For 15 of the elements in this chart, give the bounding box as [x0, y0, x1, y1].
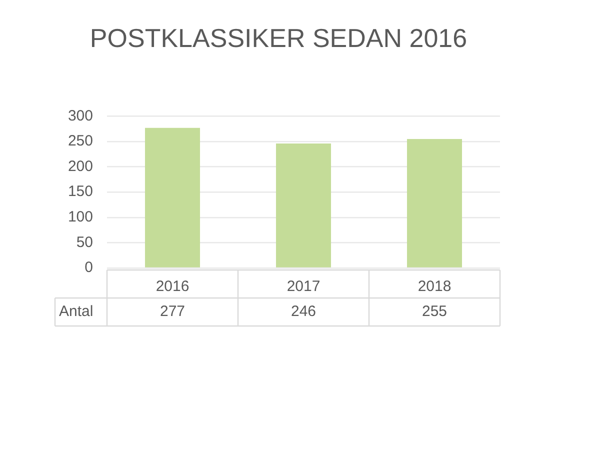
y-tick-label: 50: [76, 234, 93, 251]
y-tick-label: 200: [68, 158, 93, 175]
x-tick-label: 2017: [286, 278, 320, 296]
x-tick-label: 2018: [418, 278, 452, 296]
y-tick-label: 250: [68, 132, 93, 150]
text: Antal: [59, 303, 94, 320]
data-label: 255: [422, 303, 448, 320]
x-tick-label: 2016: [156, 278, 190, 296]
y-tick-label: 150: [68, 183, 93, 200]
y-tick-label: 300: [68, 107, 93, 124]
data-label: 277: [160, 303, 186, 320]
data-label: 246: [290, 303, 316, 320]
chart-title: POSTKLASSIKER SEDAN 2016: [90, 22, 468, 53]
y-tick-label: 100: [68, 208, 93, 226]
y-tick-label: 0: [84, 259, 93, 276]
